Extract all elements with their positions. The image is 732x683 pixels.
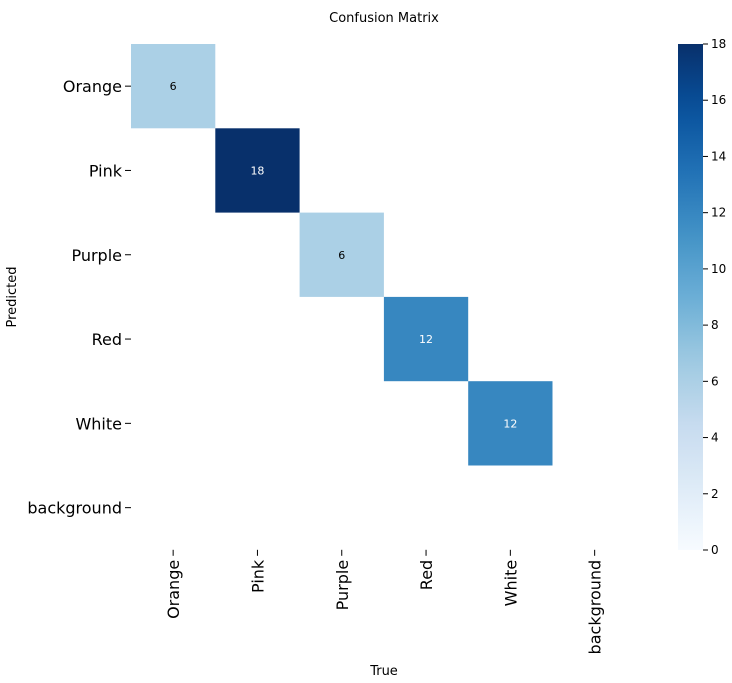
y-tick-label: background (27, 499, 122, 518)
cell-value-label: 12 (419, 333, 433, 346)
colorbar-tick-label: 6 (711, 374, 719, 388)
cell-value-label: 12 (503, 417, 517, 430)
colorbar-tick-label: 4 (711, 431, 719, 445)
y-tick-label: Purple (71, 246, 122, 265)
colorbar-tick-label: 18 (711, 37, 726, 51)
y-axis-ticks: Orange Pink Purple Red White background (27, 77, 131, 518)
colorbar-tick-label: 12 (711, 206, 726, 220)
colorbar-tick-label: 8 (711, 318, 719, 332)
y-tick-label: White (75, 414, 122, 433)
chart-title: Confusion Matrix (329, 11, 439, 26)
colorbar-tick-label: 0 (711, 543, 719, 557)
heatmap-cell (468, 381, 553, 466)
x-tick-label: Orange (164, 560, 183, 619)
cell-value-label: 6 (170, 80, 177, 93)
colorbar-tick-label: 16 (711, 93, 726, 107)
x-axis-ticks: Orange Pink Purple Red White background (164, 549, 605, 655)
colorbar-tick-label: 10 (711, 262, 726, 276)
colorbar: 0 2 4 6 8 10 12 14 16 18 (678, 37, 726, 557)
colorbar-tick-label: 14 (711, 149, 726, 163)
x-tick-label: White (501, 560, 520, 607)
colorbar-tick-label: 2 (711, 487, 719, 501)
cell-value-label: 18 (250, 164, 264, 177)
cell-value-label: 6 (338, 249, 345, 262)
heatmap-cell (131, 44, 216, 129)
heatmap-cell (215, 128, 300, 213)
y-tick-label: Orange (63, 77, 122, 96)
heatmap-cells: 6 18 6 12 12 (131, 44, 553, 466)
y-tick-label: Pink (89, 161, 123, 180)
y-tick-label: Red (92, 330, 122, 349)
x-tick-label: background (586, 560, 605, 655)
x-tick-label: Purple (333, 560, 352, 611)
heatmap-cell (383, 296, 469, 382)
y-axis-label: Predicted (5, 266, 20, 327)
heatmap-cell (299, 212, 384, 297)
x-tick-label: Red (417, 560, 436, 590)
x-tick-label: Pink (248, 559, 267, 593)
x-axis-label: True (369, 664, 398, 679)
colorbar-gradient (678, 44, 703, 550)
